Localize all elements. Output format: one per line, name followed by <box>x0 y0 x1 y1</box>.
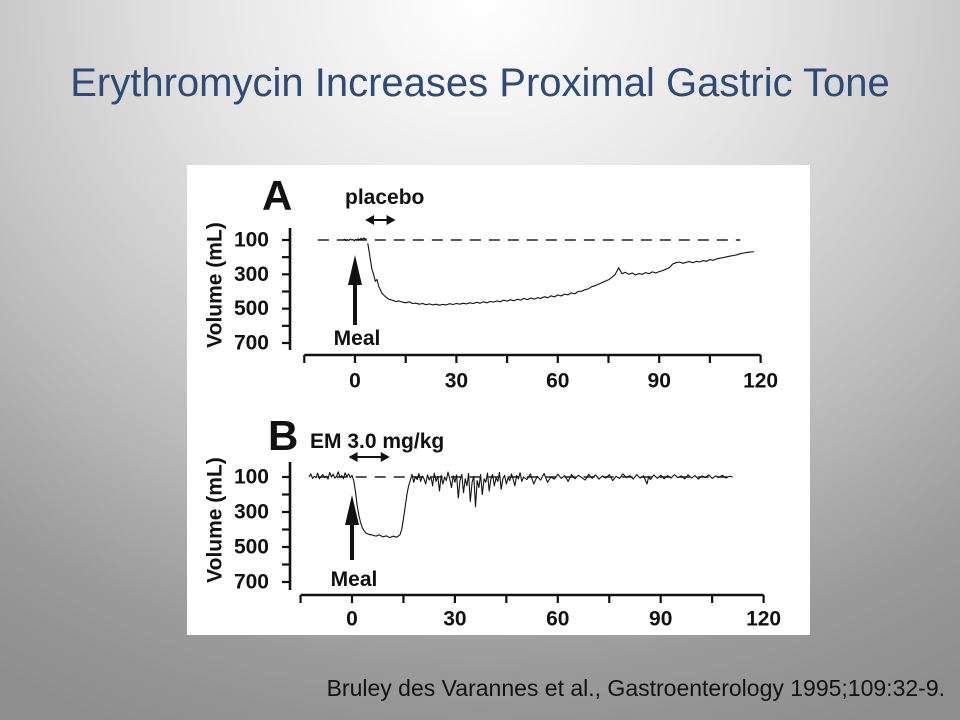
meal-arrow-shaft <box>350 524 354 560</box>
treatment-arrowhead-right <box>386 215 396 225</box>
citation: Bruley des Varannes et al., Gastroentero… <box>326 675 945 701</box>
treatment-arrowhead-left <box>365 215 375 225</box>
x-tick-label: 90 <box>648 370 671 393</box>
y-tick-label: 500 <box>234 297 269 320</box>
panel-b: B EM 3.0 mg/kg Volume (mL) 100 300 500 700 0 30 6… <box>204 412 782 631</box>
treatment-arrowhead-left <box>348 452 358 462</box>
x-tick-label: 60 <box>546 608 569 631</box>
panel-label: A <box>262 172 292 219</box>
x-tick-label: 0 <box>349 370 361 393</box>
y-tick-label: 300 <box>234 263 269 286</box>
slide-title: Erythromycin Increases Proximal Gastric … <box>70 61 890 105</box>
treatment-label: EM 3.0 mg/kg <box>310 430 444 453</box>
meal-arrowhead-icon <box>348 255 362 285</box>
x-tick-label: 90 <box>649 608 672 631</box>
x-tick-label: 0 <box>346 608 358 631</box>
treatment-arrowhead-right <box>380 452 390 462</box>
x-tick-label: 30 <box>443 608 466 631</box>
y-tick-label: 700 <box>234 332 269 355</box>
meal-arrow-shaft <box>353 284 357 325</box>
volume-trace-line <box>308 471 733 539</box>
meal-label: Meal <box>334 327 381 350</box>
x-tick-label: 120 <box>746 608 781 631</box>
panel-label: B <box>268 412 298 459</box>
y-tick-label: 300 <box>234 501 269 524</box>
y-tick-label: 100 <box>234 229 269 252</box>
y-axis-label: Volume (mL) <box>204 222 227 348</box>
meal-arrowhead-icon <box>345 495 359 525</box>
x-tick-label: 60 <box>546 370 569 393</box>
meal-label: Meal <box>331 568 378 591</box>
y-tick-label: 700 <box>234 571 269 594</box>
y-axis-label: Volume (mL) <box>204 457 227 583</box>
x-tick-label: 30 <box>445 370 468 393</box>
y-tick-label: 500 <box>234 536 269 559</box>
x-tick-label: 120 <box>743 370 778 393</box>
y-tick-label: 100 <box>234 466 269 489</box>
volume-trace-line <box>342 237 754 306</box>
treatment-label: placebo <box>345 186 424 209</box>
